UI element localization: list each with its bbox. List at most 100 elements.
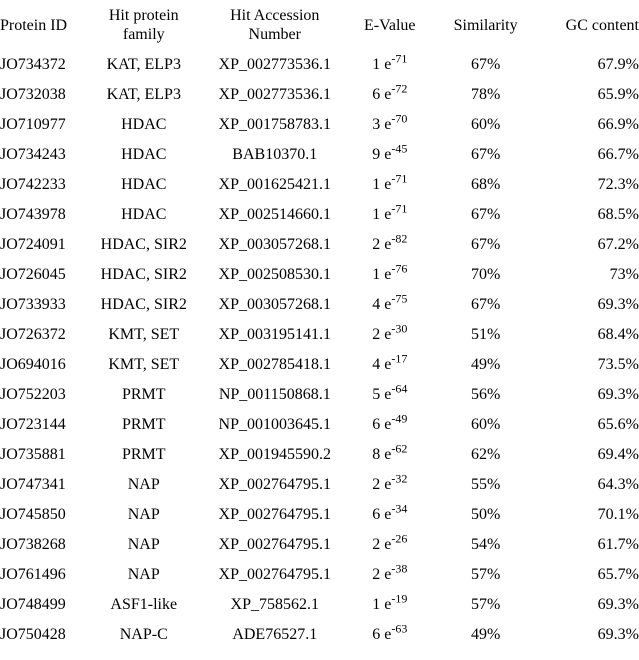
cell-protein-id: JO750428 — [0, 620, 83, 650]
table-row: JO743978HDACXP_002514660.11 e-7167%68.5% — [0, 200, 639, 230]
header-accession: Hit AccessionNumber — [204, 0, 345, 50]
cell-family: PRMT — [83, 380, 204, 410]
cell-protein-id: JO723144 — [0, 410, 83, 440]
cell-evalue: 2 e-82 — [345, 230, 434, 260]
cell-family: HDAC — [83, 110, 204, 140]
cell-family: PRMT — [83, 410, 204, 440]
cell-family: ASF1-like — [83, 590, 204, 620]
cell-protein-id: JO738268 — [0, 530, 83, 560]
cell-accession: XP_002764795.1 — [204, 470, 345, 500]
cell-protein-id: JO734243 — [0, 140, 83, 170]
cell-protein-id: JO694016 — [0, 350, 83, 380]
cell-evalue: 4 e-17 — [345, 350, 434, 380]
cell-gc: 66.7% — [537, 140, 639, 170]
table-row: JO724091HDAC, SIR2XP_003057268.12 e-8267… — [0, 230, 639, 260]
cell-family: NAP — [83, 470, 204, 500]
cell-gc: 65.9% — [537, 80, 639, 110]
cell-evalue: 1 e-71 — [345, 170, 434, 200]
cell-evalue: 5 e-64 — [345, 380, 434, 410]
cell-protein-id: JO747341 — [0, 470, 83, 500]
cell-evalue: 6 e-72 — [345, 80, 434, 110]
cell-family: PRMT — [83, 440, 204, 470]
cell-similarity: 67% — [435, 290, 537, 320]
table-row: JO723144PRMTNP_001003645.16 e-4960%65.6% — [0, 410, 639, 440]
cell-accession: XP_002773536.1 — [204, 80, 345, 110]
cell-evalue: 2 e-30 — [345, 320, 434, 350]
cell-gc: 72.3% — [537, 170, 639, 200]
cell-evalue: 2 e-26 — [345, 530, 434, 560]
cell-evalue: 2 e-38 — [345, 560, 434, 590]
cell-family: HDAC — [83, 170, 204, 200]
cell-evalue: 8 e-62 — [345, 440, 434, 470]
cell-accession: NP_001150868.1 — [204, 380, 345, 410]
cell-family: NAP — [83, 530, 204, 560]
cell-evalue: 1 e-76 — [345, 260, 434, 290]
cell-accession: XP_002764795.1 — [204, 500, 345, 530]
cell-evalue: 6 e-34 — [345, 500, 434, 530]
cell-evalue: 1 e-19 — [345, 590, 434, 620]
cell-gc: 69.3% — [537, 380, 639, 410]
cell-protein-id: JO748499 — [0, 590, 83, 620]
cell-gc: 67.2% — [537, 230, 639, 260]
table-row: JO726372KMT, SETXP_003195141.12 e-3051%6… — [0, 320, 639, 350]
cell-gc: 65.6% — [537, 410, 639, 440]
cell-accession: XP_003195141.1 — [204, 320, 345, 350]
cell-gc: 73.5% — [537, 350, 639, 380]
table-row: JO761496NAPXP_002764795.12 e-3857%65.7% — [0, 560, 639, 590]
cell-similarity: 67% — [435, 140, 537, 170]
cell-similarity: 49% — [435, 350, 537, 380]
cell-gc: 67.9% — [537, 50, 639, 80]
cell-family: NAP — [83, 560, 204, 590]
cell-gc: 65.7% — [537, 560, 639, 590]
table-row: JO734372KAT, ELP3XP_002773536.11 e-7167%… — [0, 50, 639, 80]
table-row: JO747341NAPXP_002764795.12 e-3255%64.3% — [0, 470, 639, 500]
cell-similarity: 50% — [435, 500, 537, 530]
table-row: JO752203PRMTNP_001150868.15 e-6456%69.3% — [0, 380, 639, 410]
cell-protein-id: JO735881 — [0, 440, 83, 470]
cell-similarity: 55% — [435, 470, 537, 500]
table-row: JO735881PRMTXP_001945590.28 e-6262%69.4% — [0, 440, 639, 470]
cell-accession: XP_001945590.2 — [204, 440, 345, 470]
header-protein-id: Protein ID — [0, 0, 83, 50]
cell-family: KMT, SET — [83, 320, 204, 350]
table-row: JO710977HDACXP_001758783.13 e-7060%66.9% — [0, 110, 639, 140]
cell-gc: 69.4% — [537, 440, 639, 470]
cell-family: HDAC, SIR2 — [83, 230, 204, 260]
cell-family: HDAC — [83, 200, 204, 230]
header-row: Protein ID Hit proteinfamily Hit Accessi… — [0, 0, 639, 50]
cell-evalue: 1 e-71 — [345, 200, 434, 230]
cell-accession: XP_002508530.1 — [204, 260, 345, 290]
cell-similarity: 60% — [435, 110, 537, 140]
cell-evalue: 1 e-71 — [345, 50, 434, 80]
cell-gc: 68.4% — [537, 320, 639, 350]
table-row: JO750428NAP-CADE76527.16 e-6349%69.3% — [0, 620, 639, 650]
cell-gc: 73% — [537, 260, 639, 290]
cell-gc: 69.3% — [537, 590, 639, 620]
cell-evalue: 3 e-70 — [345, 110, 434, 140]
cell-similarity: 57% — [435, 560, 537, 590]
cell-similarity: 70% — [435, 260, 537, 290]
table-row: JO733933HDAC, SIR2XP_003057268.14 e-7567… — [0, 290, 639, 320]
cell-evalue: 2 e-32 — [345, 470, 434, 500]
header-evalue: E-Value — [345, 0, 434, 50]
cell-family: NAP — [83, 500, 204, 530]
cell-similarity: 54% — [435, 530, 537, 560]
cell-accession: XP_003057268.1 — [204, 230, 345, 260]
cell-protein-id: JO752203 — [0, 380, 83, 410]
cell-similarity: 62% — [435, 440, 537, 470]
cell-protein-id: JO726372 — [0, 320, 83, 350]
cell-family: KAT, ELP3 — [83, 80, 204, 110]
header-similarity: Similarity — [435, 0, 537, 50]
table-row: JO748499ASF1-likeXP_758562.11 e-1957%69.… — [0, 590, 639, 620]
cell-protein-id: JO745850 — [0, 500, 83, 530]
cell-accession: XP_002764795.1 — [204, 560, 345, 590]
cell-evalue: 6 e-63 — [345, 620, 434, 650]
cell-gc: 61.7% — [537, 530, 639, 560]
cell-gc: 69.3% — [537, 290, 639, 320]
table-row: JO726045HDAC, SIR2XP_002508530.11 e-7670… — [0, 260, 639, 290]
cell-similarity: 51% — [435, 320, 537, 350]
cell-accession: ADE76527.1 — [204, 620, 345, 650]
cell-evalue: 4 e-75 — [345, 290, 434, 320]
cell-protein-id: JO734372 — [0, 50, 83, 80]
cell-family: HDAC, SIR2 — [83, 260, 204, 290]
